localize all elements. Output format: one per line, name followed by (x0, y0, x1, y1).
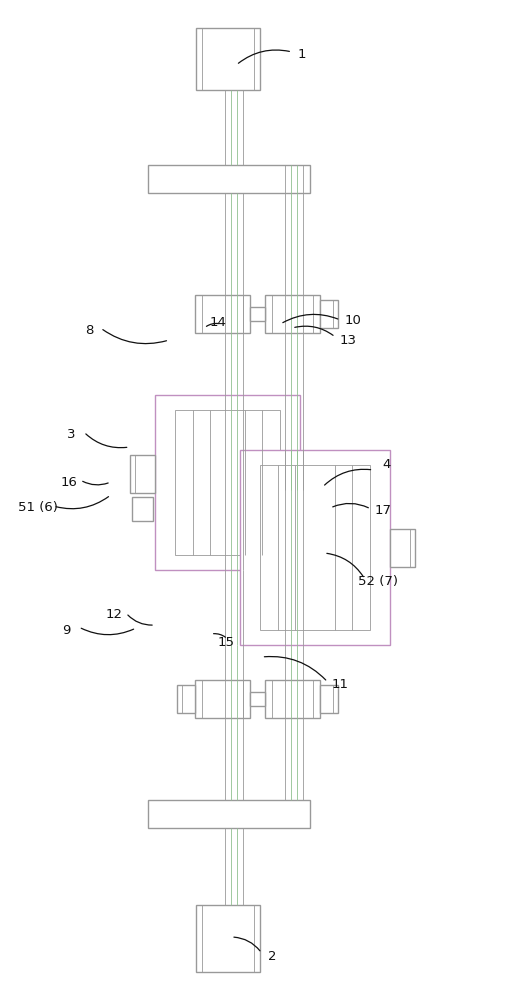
Bar (265, 680, 320, 718)
Text: 51 (6): 51 (6) (18, 502, 58, 514)
Text: 8: 8 (85, 324, 93, 336)
Text: 15: 15 (217, 636, 235, 648)
Bar (320, 685, 338, 713)
Text: 4: 4 (382, 458, 390, 472)
Bar (195, 295, 250, 333)
Bar (250, 692, 265, 706)
Text: 9: 9 (62, 624, 70, 637)
Text: 52 (7): 52 (7) (359, 576, 398, 588)
Bar (265, 295, 320, 333)
Text: 13: 13 (339, 334, 357, 347)
Bar (196, 905, 260, 972)
Bar (195, 680, 250, 718)
Bar (196, 28, 260, 90)
Bar (260, 465, 370, 630)
Text: 1: 1 (298, 48, 306, 62)
Bar (250, 307, 265, 321)
Text: 2: 2 (268, 950, 276, 964)
Text: 17: 17 (375, 504, 392, 516)
Text: 16: 16 (60, 476, 77, 488)
Bar (148, 800, 310, 828)
Bar (177, 685, 195, 713)
Bar (155, 395, 300, 570)
Bar (148, 165, 310, 193)
Bar (320, 300, 338, 328)
Bar (390, 528, 415, 566)
Text: 3: 3 (67, 428, 75, 442)
Bar (175, 410, 280, 555)
Bar (132, 497, 153, 521)
Text: 10: 10 (344, 314, 362, 326)
Text: 11: 11 (332, 678, 349, 692)
Bar (240, 450, 390, 645)
Bar (130, 455, 155, 493)
Text: 14: 14 (210, 316, 227, 328)
Text: 12: 12 (106, 608, 123, 621)
